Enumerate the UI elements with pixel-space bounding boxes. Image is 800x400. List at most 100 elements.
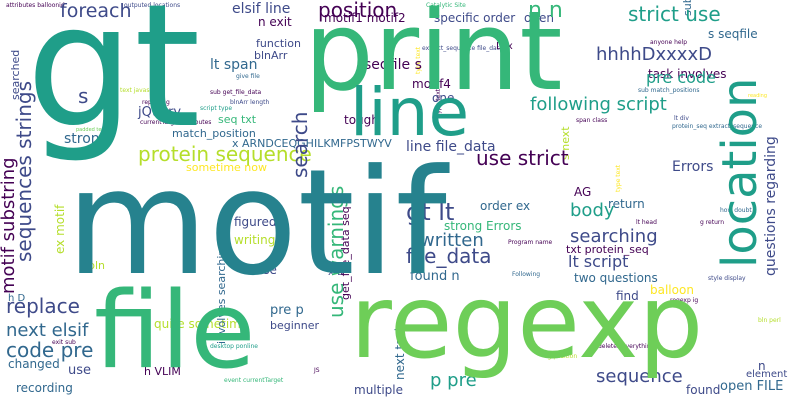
word-print: print (304, 0, 563, 115)
word-file: file (94, 269, 256, 392)
word-file-data: file_data (406, 244, 492, 268)
word-line-file-data: line file_data (406, 139, 496, 155)
word-h-vlim: h VLIM (144, 365, 181, 378)
word-ig-position: bln perl (758, 317, 781, 324)
word-figured: figured (234, 215, 277, 229)
word-print-catalytic: extract_sequence file_data (422, 45, 503, 52)
word-sequence: sequence (596, 366, 683, 387)
word-blnarr: blnArr (254, 49, 288, 62)
word-double-display: reading (748, 93, 767, 99)
word-changed: changed (8, 357, 60, 371)
word-following: type text (615, 164, 622, 192)
word-style-display: desktop ponline (210, 343, 258, 350)
word-gt-lt: gt lt (406, 198, 455, 226)
word-anyone-help: attributes balloonid (6, 2, 65, 9)
word-line: line (350, 74, 470, 151)
word-found: found (686, 383, 721, 397)
word-open-file: open FILE (720, 379, 784, 394)
word-regexp-ig: style display (708, 275, 746, 282)
word-quite-sometime: quite sometime (154, 317, 249, 331)
word-searching: searching (570, 226, 658, 247)
word-two-questions: two questions (574, 271, 658, 285)
word-padded-text: exit sub (52, 339, 76, 346)
word-bln: bln (88, 259, 106, 272)
word-hhhhdxxxxd: hhhhDxxxxD (596, 44, 712, 65)
word-strict-use: strict use (628, 2, 721, 26)
word-how-doubt: lt div (674, 115, 689, 122)
word-g-return: how doubt (720, 207, 752, 214)
word-location: location (712, 77, 768, 268)
word-x-arndceqghilkmfpstwyv: x ARNDCEQGHILKMFPSTWYV (232, 137, 392, 150)
word-attributes-balloonid: outputed locations (124, 2, 181, 9)
word-open: open (524, 11, 554, 25)
word-deletes-everything: g return (700, 219, 725, 226)
word-seqfile-s: seqfile s (364, 57, 422, 73)
word-pre-code: pre code (646, 68, 716, 87)
word-balloon: balloon (650, 283, 694, 297)
word-use-strict: use strict (476, 146, 569, 170)
word-lt-head: Following (512, 271, 541, 278)
word-text-javascript: currentTarget attributes (140, 119, 212, 126)
word-sub: replacing (142, 99, 170, 106)
word-replacing: padded text (76, 127, 107, 133)
word-element: element (746, 369, 788, 380)
word-recording: recording (16, 381, 73, 395)
word-replace: replace (6, 294, 80, 318)
word-find: find (616, 289, 639, 303)
word-writing: writing (234, 233, 276, 247)
word-match-position: match_position (172, 127, 256, 140)
word-bln-perl: Program name (508, 239, 553, 246)
word-event-currenttarget: deletes everything (598, 343, 655, 350)
word-exit-sub: event currentTarget (224, 377, 284, 384)
word-extract-sequence-file-data: sub match_positions (638, 87, 700, 94)
word-jquery: jQuery (138, 105, 182, 120)
word-motif-substring: motif substring (0, 157, 19, 294)
word-position: position (318, 0, 398, 22)
word-one: one (432, 91, 455, 105)
word-currenttarget-attributes: script type (200, 105, 233, 112)
word-outputed-locations: blnArr length (230, 99, 270, 106)
word-protein-seq-extract-sequence: regexp ig (670, 297, 699, 304)
word-s-seqfile: s seqfile (708, 27, 758, 41)
word-sub-match-positions: anyone help (650, 39, 688, 46)
word-elsif-line: elsif line (232, 1, 291, 17)
word-multiple: multiple (354, 383, 404, 397)
word-protein-sequence: protein sequence (138, 142, 312, 166)
word-body: body (570, 200, 615, 221)
word-order-ex: order ex (480, 199, 531, 213)
word-program-name: lt head (636, 219, 657, 226)
word-h-d: h D (8, 293, 26, 304)
word-motif1-motif2: motif1 motif2 (324, 11, 406, 25)
word-give-file: sub get_file_data (210, 89, 262, 96)
word-close: close (246, 263, 277, 277)
word-written: written (420, 230, 484, 251)
word-p-pre: p pre (430, 370, 477, 391)
word-beginner: beginner (270, 319, 320, 332)
word-function: function (256, 37, 301, 50)
word-ag: AG (574, 185, 592, 199)
word-code-pre: code pre (6, 338, 94, 362)
word-motif: motif (66, 138, 447, 308)
word-desktop-ponline: JS (314, 367, 320, 374)
word-d-x: D x (496, 41, 513, 52)
word-strong: strong (64, 131, 109, 147)
word-tough: tough (344, 113, 379, 127)
word-gt: gt (26, 0, 201, 166)
word-seq-txt: seq txt (218, 113, 257, 126)
word-s: s (78, 84, 89, 108)
word-lt-span: lt span (210, 57, 258, 73)
word-motif4: motif4 (412, 77, 451, 91)
word-strong-errors: strong Errors (444, 219, 522, 233)
word-foreach: foreach (60, 0, 132, 22)
word-n: n (758, 359, 766, 373)
word-x-d: x D (328, 267, 345, 278)
word-regexp: regexp (350, 263, 704, 382)
word-specific-order: specific order (434, 11, 516, 25)
word-lt-script: lt script (568, 252, 629, 271)
word-ex-motif: ex motif (53, 204, 67, 254)
word-blnarr-length: give file (236, 73, 260, 80)
word-following-script: following script (530, 94, 667, 115)
word-script-type: span class (576, 117, 608, 124)
word-return: return (608, 197, 645, 211)
